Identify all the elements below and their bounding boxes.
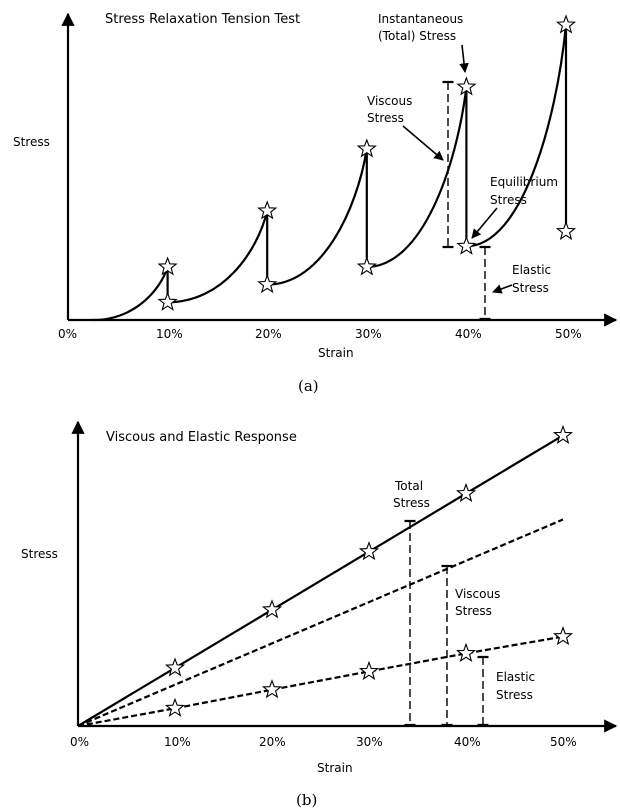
equilibrium-star-marker <box>257 274 278 294</box>
x-tick-label: 50% <box>550 735 577 749</box>
data-marks-a <box>92 14 577 322</box>
loading-curve <box>167 210 269 304</box>
x-ticks-b: 0% 10% 20% 30% 40% 50% <box>70 735 577 749</box>
annotation-elastic-a: Elastic Stress <box>512 263 555 295</box>
panel-a: Stress Relaxation Tension Test Stress St… <box>13 12 618 395</box>
equilibrium-star-marker <box>456 235 477 255</box>
peak-star-marker <box>356 138 377 158</box>
x-tick-label: 40% <box>454 735 481 749</box>
data-star-marker <box>164 697 186 717</box>
x-tick-label: 0% <box>58 327 77 341</box>
x-tick-label: 0% <box>70 735 89 749</box>
total-series-line <box>77 434 564 727</box>
annotation-instantaneous: Instantaneous (Total) Stress <box>378 12 467 43</box>
data-star-marker <box>164 657 186 677</box>
annotation-viscous-b: Viscous Stress <box>455 587 504 618</box>
data-star-marker <box>358 541 380 561</box>
x-axis-label-b: Strain <box>317 761 353 775</box>
equilibrium-star-marker <box>555 220 577 241</box>
x-tick-label: 40% <box>455 327 482 341</box>
data-star-marker <box>261 679 283 699</box>
x-tick-label: 20% <box>259 735 286 749</box>
data-star-marker <box>552 626 574 646</box>
peak-star-marker <box>555 14 577 34</box>
x-tick-label: 50% <box>555 327 582 341</box>
peak-star-marker <box>157 256 178 276</box>
peak-star-marker <box>257 200 278 220</box>
annotation-arrow <box>402 125 444 161</box>
annotation-equilibrium: Equilibrium Stress <box>490 175 562 207</box>
x-tick-label: 30% <box>356 735 383 749</box>
caption-a: (a) <box>298 377 319 395</box>
x-tick-label: 10% <box>156 327 183 341</box>
data-star-marker <box>455 642 477 662</box>
peak-star-marker <box>456 76 477 96</box>
x-tick-label: 20% <box>255 327 282 341</box>
loading-curve <box>92 266 169 322</box>
data-star-marker <box>261 599 283 619</box>
chart-title-b: Viscous and Elastic Response <box>106 430 297 445</box>
annotation-arrow <box>471 207 498 239</box>
loading-curve <box>466 24 568 248</box>
dashed-series-line <box>77 635 564 728</box>
equilibrium-star-marker <box>356 256 377 276</box>
x-axis-label-a: Strain <box>318 346 354 360</box>
chart-title-a: Stress Relaxation Tension Test <box>105 12 300 27</box>
annotation-viscous-a: Viscous Stress <box>367 94 416 125</box>
caption-b: (b) <box>296 791 317 809</box>
dashed-series-line <box>77 518 564 728</box>
data-marks-b <box>77 424 574 728</box>
panel-b: Viscous and Elastic Response Stress Stra… <box>21 420 618 809</box>
x-tick-label: 30% <box>355 327 382 341</box>
x-tick-label: 10% <box>164 735 191 749</box>
annotation-elastic-b: Elastic Stress <box>496 670 539 702</box>
annotation-arrow <box>459 44 469 73</box>
annotation-total: Total Stress <box>393 479 430 510</box>
data-star-marker <box>455 482 477 503</box>
annotation-arrow <box>492 284 513 294</box>
x-ticks-a: 0% 10% 20% 30% 40% 50% <box>58 327 582 341</box>
loading-curve <box>267 148 368 286</box>
y-axis-label-a: Stress <box>13 135 50 149</box>
equilibrium-star-marker <box>157 291 178 311</box>
data-star-marker <box>358 660 380 680</box>
data-star-marker <box>552 424 574 444</box>
loading-curve <box>366 86 468 268</box>
y-axis-label-b: Stress <box>21 547 58 561</box>
